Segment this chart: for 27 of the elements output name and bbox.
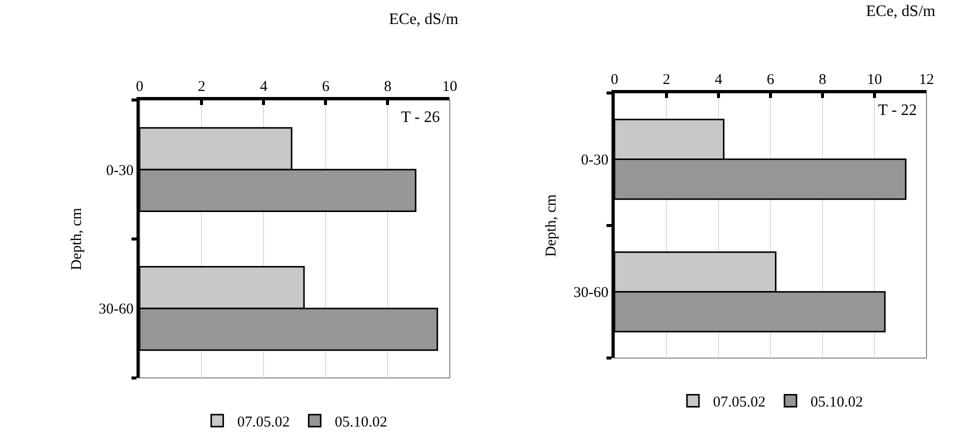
y-tick-label: 30-60 xyxy=(98,302,134,318)
legend-label: 07.05.02 xyxy=(237,414,290,430)
x-tick-label: 12 xyxy=(918,72,934,88)
annotation: T - 22 xyxy=(878,102,917,119)
annotation: T - 26 xyxy=(401,109,440,126)
legend-label: 05.10.02 xyxy=(810,394,863,411)
y-axis-title: Depth, cm xyxy=(544,194,560,257)
x-axis-title: ECe, dS/m xyxy=(389,11,459,28)
legend-label: 07.05.02 xyxy=(712,394,766,411)
x-tick-label: 4 xyxy=(714,72,723,88)
legend-label: 05.10.02 xyxy=(334,414,388,430)
y-axis-title: Depth, cm xyxy=(68,207,85,270)
x-tick-label: 0 xyxy=(136,79,144,96)
x-tick-label: 2 xyxy=(662,72,670,88)
x-tick-label: 6 xyxy=(766,72,775,88)
x-tick-label: 10 xyxy=(866,72,882,88)
y-tick-label: 30-60 xyxy=(573,285,608,302)
x-axis-title: ECe, dS/m xyxy=(866,3,936,20)
y-tick-label: 0-30 xyxy=(580,152,608,169)
y-tick-label: 0-30 xyxy=(106,162,134,179)
x-tick-label: 8 xyxy=(818,72,826,88)
x-tick-label: 6 xyxy=(322,79,330,96)
x-tick-label: 2 xyxy=(198,79,206,96)
x-tick-label: 8 xyxy=(384,79,392,96)
x-tick-label: 0 xyxy=(610,72,618,88)
x-tick-label: 4 xyxy=(260,79,268,96)
x-tick-label: 10 xyxy=(442,79,458,96)
